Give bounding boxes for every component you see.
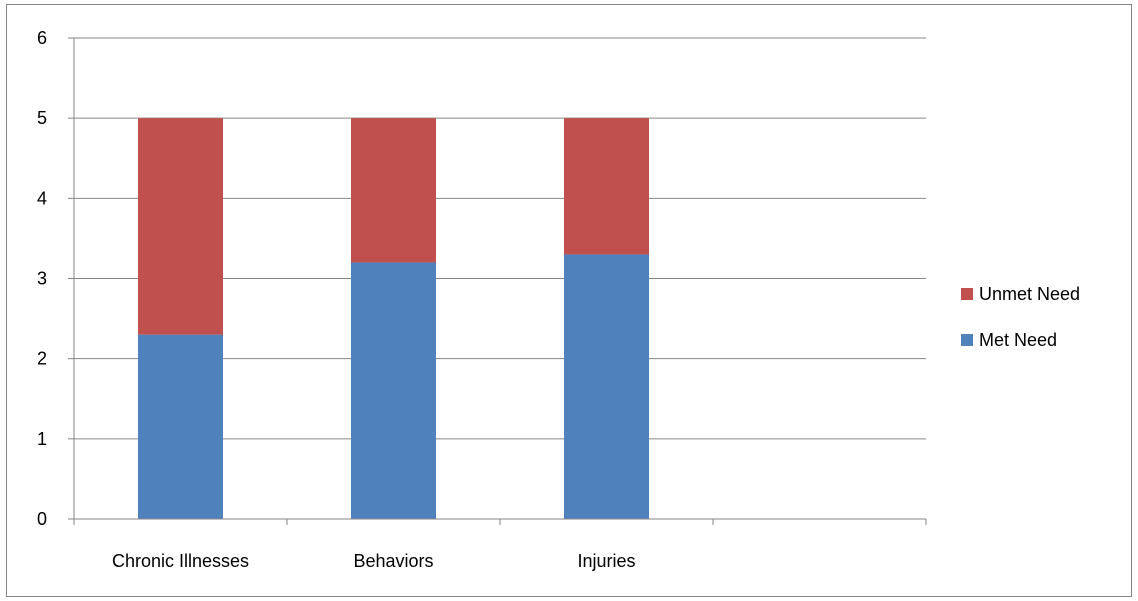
bar-unmet-need-injuries bbox=[564, 118, 649, 255]
bar-met-need-behaviors bbox=[351, 262, 436, 519]
x-category-label-1: Behaviors bbox=[353, 551, 433, 571]
bars bbox=[138, 118, 649, 519]
legend: Unmet Need Met Need bbox=[961, 284, 1080, 350]
y-tick-labels: 0 1 2 3 4 5 6 bbox=[37, 28, 47, 529]
x-category-label-0: Chronic Illnesses bbox=[112, 551, 249, 571]
y-tick-label-1: 1 bbox=[37, 429, 47, 449]
legend-label-unmet-need: Unmet Need bbox=[979, 284, 1080, 304]
y-tick-label-5: 5 bbox=[37, 108, 47, 128]
legend-label-met-need: Met Need bbox=[979, 330, 1057, 350]
bar-met-need-chronic-illnesses bbox=[138, 334, 223, 519]
y-tick-label-0: 0 bbox=[37, 509, 47, 529]
y-tick-label-4: 4 bbox=[37, 188, 47, 208]
legend-swatch-met-need bbox=[961, 334, 973, 346]
y-tick-label-3: 3 bbox=[37, 269, 47, 289]
bar-unmet-need-behaviors bbox=[351, 118, 436, 263]
x-category-labels: Chronic Illnesses Behaviors Injuries bbox=[112, 551, 636, 571]
bar-unmet-need-chronic-illnesses bbox=[138, 118, 223, 335]
legend-swatch-unmet-need bbox=[961, 288, 973, 300]
axes bbox=[68, 37, 927, 525]
x-category-label-2: Injuries bbox=[577, 551, 635, 571]
bar-met-need-injuries bbox=[564, 254, 649, 519]
y-tick-label-6: 6 bbox=[37, 28, 47, 48]
y-tick-label-2: 2 bbox=[37, 349, 47, 369]
